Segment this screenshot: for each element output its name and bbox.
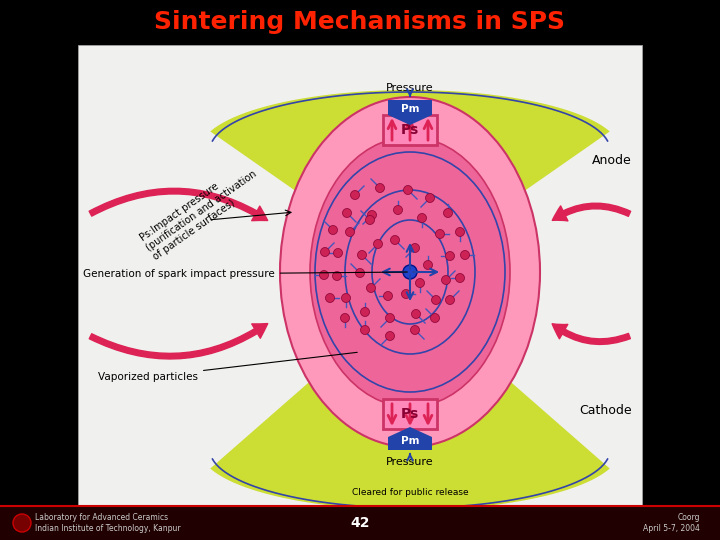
Text: Cleared for public release: Cleared for public release: [351, 488, 468, 497]
Circle shape: [325, 294, 335, 302]
Circle shape: [431, 295, 441, 305]
Ellipse shape: [310, 137, 510, 407]
Circle shape: [341, 294, 351, 302]
Circle shape: [403, 265, 417, 279]
Circle shape: [328, 226, 338, 234]
Text: Laboratory for Advanced Ceramics
Indian Institute of Technology, Kanpur: Laboratory for Advanced Ceramics Indian …: [35, 514, 181, 532]
Circle shape: [356, 268, 364, 278]
Circle shape: [426, 193, 434, 202]
Circle shape: [431, 314, 439, 322]
Text: Sintering Mechanisms in SPS: Sintering Mechanisms in SPS: [155, 10, 565, 34]
Circle shape: [341, 314, 349, 322]
Circle shape: [456, 273, 464, 282]
Text: Pressure: Pressure: [386, 83, 434, 93]
FancyArrowPatch shape: [89, 323, 268, 359]
Circle shape: [402, 289, 410, 299]
Circle shape: [13, 514, 31, 532]
Text: Ps: Ps: [401, 123, 419, 137]
Circle shape: [384, 292, 392, 300]
Polygon shape: [210, 90, 610, 447]
Circle shape: [366, 284, 376, 293]
Circle shape: [446, 295, 454, 305]
Circle shape: [367, 211, 377, 219]
Polygon shape: [210, 97, 610, 510]
Circle shape: [376, 184, 384, 192]
Text: 42: 42: [350, 516, 370, 530]
Circle shape: [441, 275, 451, 285]
Circle shape: [410, 326, 420, 334]
Circle shape: [351, 191, 359, 199]
Polygon shape: [388, 427, 432, 450]
Circle shape: [361, 326, 369, 334]
Circle shape: [390, 235, 400, 245]
Circle shape: [456, 227, 464, 237]
Circle shape: [418, 213, 426, 222]
FancyBboxPatch shape: [383, 115, 437, 145]
Circle shape: [415, 279, 425, 287]
Ellipse shape: [280, 97, 540, 447]
Circle shape: [333, 272, 341, 280]
Circle shape: [333, 248, 343, 258]
Text: Cathode: Cathode: [580, 403, 632, 416]
Circle shape: [343, 208, 351, 218]
Circle shape: [461, 251, 469, 260]
Circle shape: [374, 240, 382, 248]
Text: Anode: Anode: [593, 153, 632, 166]
Circle shape: [436, 230, 444, 239]
FancyBboxPatch shape: [383, 399, 437, 429]
FancyArrowPatch shape: [89, 188, 268, 221]
Text: Ps: Ps: [401, 407, 419, 421]
Circle shape: [385, 332, 395, 341]
Bar: [78, 45, 642, 505]
Circle shape: [412, 309, 420, 319]
Text: Vaporized particles: Vaporized particles: [98, 352, 357, 382]
Circle shape: [366, 215, 374, 225]
Circle shape: [444, 208, 452, 218]
Circle shape: [394, 206, 402, 214]
Circle shape: [410, 244, 420, 253]
Polygon shape: [388, 100, 432, 125]
Circle shape: [423, 260, 433, 269]
Circle shape: [361, 307, 369, 316]
Text: Generation of spark impact pressure: Generation of spark impact pressure: [83, 269, 408, 279]
Text: Pm: Pm: [401, 436, 419, 446]
Text: Ps:Impact pressure
(purification and activation
of particle surfaces): Ps:Impact pressure (purification and act…: [138, 159, 266, 262]
Text: Pressure: Pressure: [386, 457, 434, 467]
Circle shape: [403, 186, 413, 194]
Circle shape: [358, 251, 366, 260]
Circle shape: [446, 252, 454, 260]
Circle shape: [346, 227, 354, 237]
Text: Coorg
April 5-7, 2004: Coorg April 5-7, 2004: [643, 514, 700, 532]
Text: Pm: Pm: [401, 104, 419, 114]
FancyArrowPatch shape: [552, 203, 631, 221]
FancyArrowPatch shape: [552, 324, 631, 345]
Circle shape: [385, 314, 395, 322]
Circle shape: [320, 271, 328, 280]
Circle shape: [320, 247, 330, 256]
Bar: [0, 506, 720, 540]
